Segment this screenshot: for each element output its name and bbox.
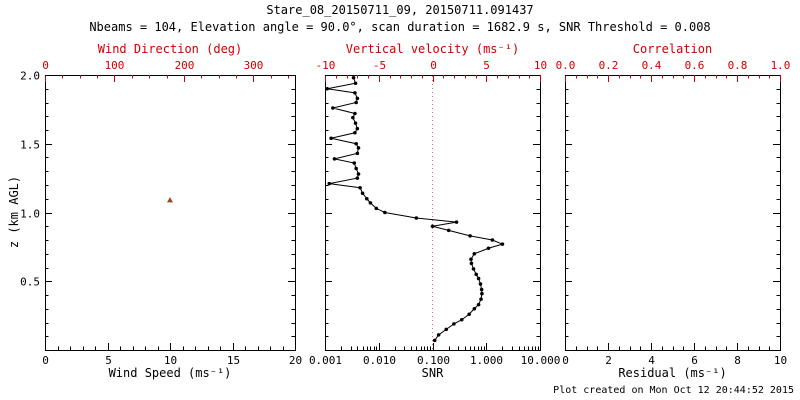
snr-panel: 0.001 0.010 0.100 1.000 10.000 -10 -5 0 5 10 — [309, 59, 560, 367]
svg-text:300: 300 — [244, 59, 264, 72]
svg-text:-10: -10 — [316, 59, 336, 72]
svg-text:2: 2 — [605, 354, 612, 367]
svg-text:0: 0 — [42, 354, 49, 367]
svg-text:1.5: 1.5 — [20, 139, 40, 152]
x-axis-label-snr: SNR — [421, 366, 444, 380]
svg-text:1.0: 1.0 — [771, 59, 791, 72]
svg-text:1.000: 1.000 — [470, 354, 503, 367]
residual-panel: 0 2 4 6 8 10 0.0 0.2 0.4 0.6 0.8 1.0 — [556, 59, 791, 367]
svg-text:200: 200 — [175, 59, 195, 72]
svg-text:0.001: 0.001 — [309, 354, 342, 367]
top-axis-label-correlation: Correlation — [632, 42, 713, 56]
creation-timestamp: Plot created on Mon Oct 12 20:44:52 2015 — [553, 385, 794, 396]
svg-text:0: 0 — [562, 354, 569, 367]
x-axis-label-wind-speed: Wind Speed (ms⁻¹) — [108, 366, 232, 380]
svg-text:5: 5 — [483, 59, 490, 72]
svg-text:0.4: 0.4 — [642, 59, 662, 72]
svg-text:0.0: 0.0 — [556, 59, 576, 72]
svg-text:0: 0 — [430, 59, 437, 72]
svg-text:-5: -5 — [373, 59, 386, 72]
svg-text:8: 8 — [734, 354, 741, 367]
svg-text:5: 5 — [105, 354, 112, 367]
svg-text:10: 10 — [774, 354, 787, 367]
wind-data-point — [167, 197, 173, 203]
svg-text:15: 15 — [227, 354, 240, 367]
svg-text:4: 4 — [648, 354, 655, 367]
plot-title: Stare_08_20150711_09, 20150711.091437 — [266, 3, 534, 17]
svg-text:0: 0 — [42, 59, 49, 72]
svg-text:6: 6 — [691, 354, 698, 367]
svg-text:0.2: 0.2 — [599, 59, 619, 72]
svg-text:1.0: 1.0 — [20, 208, 40, 221]
svg-text:0.010: 0.010 — [363, 354, 396, 367]
top-axis-label-wind-direction: Wind Direction (deg) — [97, 42, 243, 56]
top-axis-label-vertical-velocity: Vertical velocity (ms⁻¹) — [345, 42, 520, 56]
svg-text:10.000: 10.000 — [521, 354, 561, 367]
svg-text:100: 100 — [105, 59, 125, 72]
svg-text:10: 10 — [534, 59, 547, 72]
svg-text:20: 20 — [289, 354, 302, 367]
svg-text:0.5: 0.5 — [20, 276, 40, 289]
plot-subtitle: Nbeams = 104, Elevation angle = 90.0°, s… — [89, 20, 711, 34]
svg-text:0.6: 0.6 — [685, 59, 705, 72]
svg-text:0.100: 0.100 — [417, 354, 450, 367]
svg-text:0.8: 0.8 — [728, 59, 748, 72]
x-axis-label-residual: Residual (ms⁻¹) — [618, 366, 727, 380]
svg-text:2.0: 2.0 — [20, 70, 40, 83]
svg-text:10: 10 — [164, 354, 177, 367]
